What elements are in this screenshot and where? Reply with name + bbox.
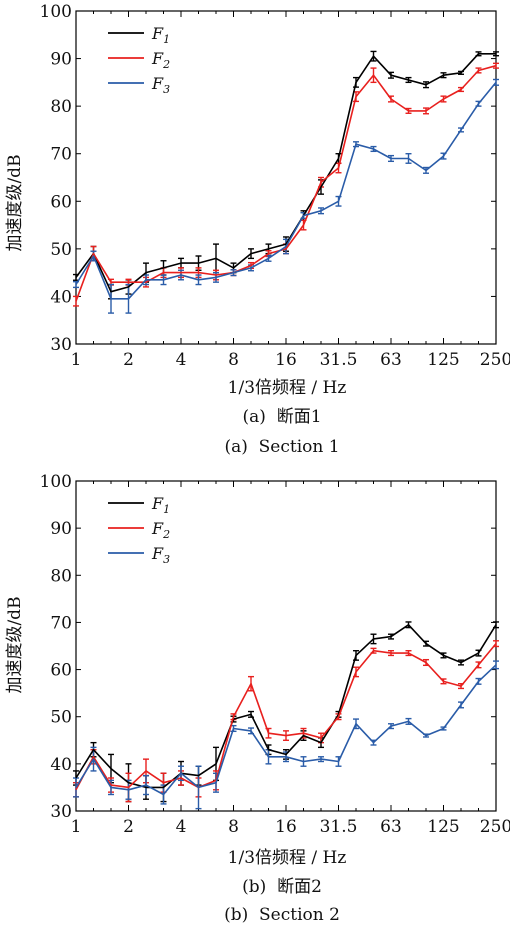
panel-a-legend-subscript-3: 3	[163, 83, 170, 96]
panel-b-y-tick-label: 30	[50, 802, 72, 822]
panel-b-series-2-error-bars	[73, 640, 499, 803]
panel-a-legend-subscript-2: 2	[162, 58, 170, 71]
panel-b-x-tick-label: 8	[228, 817, 239, 837]
panel-b-x-tick-label: 31.5	[320, 817, 358, 837]
panel-b-y-tick-label: 40	[50, 755, 72, 775]
panel-b-series-2-line	[75, 643, 497, 791]
panel-a-series-2-line	[75, 64, 497, 302]
panel-b-y-tick-label: 50	[50, 708, 72, 728]
panel-b-legend-subscript-1: 1	[163, 503, 170, 516]
panel-b-legend-label-1: F1	[151, 494, 170, 516]
panel-a-x-tick-label: 8	[228, 350, 239, 370]
panel-b-caption-chinese: (b) 断面2	[242, 877, 322, 897]
panel-a-y-tick-label: 70	[50, 145, 72, 165]
panel-b-caption-english: (b) Section 2	[224, 905, 340, 925]
panel-b-y-tick-label: 100	[40, 472, 72, 492]
panel-a-x-tick-label: 16	[275, 350, 297, 370]
panel-a-x-axis-label: 1/3倍频程 / Hz	[228, 378, 347, 398]
panel-b-legend-subscript-2: 2	[162, 528, 170, 541]
panel-b-series-3-line	[75, 664, 497, 796]
panel-a-series-1-error-bars	[73, 50, 499, 300]
panel-a-x-tick-label: 125	[427, 350, 459, 370]
panel-a-y-tick-label: 30	[50, 335, 72, 355]
panel-b-legend-name-1: F	[151, 494, 164, 513]
panel-b-x-tick-label: 2	[123, 817, 134, 837]
panel-a-series-2-error-bars	[73, 62, 499, 307]
panel-b-legend-label-2: F2	[151, 519, 170, 541]
panel-a-legend-name-3: F	[151, 74, 164, 93]
panel-a-x-tick-label: 31.5	[320, 350, 358, 370]
panel-b-series-1-line	[75, 623, 497, 789]
panel-a-x-tick-label: 4	[176, 350, 187, 370]
panel-a-x-tick-label: 63	[380, 350, 402, 370]
panel-b-y-tick-label: 60	[50, 661, 72, 681]
panel-b-x-axis-label: 1/3倍频程 / Hz	[228, 848, 347, 868]
panel-b-legend-name-2: F	[151, 519, 164, 538]
panel-a-y-tick-label: 100	[40, 2, 72, 22]
panel-b-x-tick-label: 16	[275, 817, 297, 837]
panel-a-legend-name-2: F	[151, 49, 164, 68]
panel-a-y-axis-label: 加速度级/dB	[5, 154, 25, 251]
panel-a-x-tick-label: 250	[480, 350, 510, 370]
panel-a-y-tick-label: 40	[50, 287, 72, 307]
panel-a-y-tick-label: 50	[50, 240, 72, 260]
panel-b-legend-subscript-3: 3	[163, 553, 170, 566]
panel-a-legend-label-1: F1	[151, 24, 170, 46]
panel-a-plot-frame	[75, 10, 497, 345]
panel-b-x-tick-label: 250	[480, 817, 510, 837]
panel-b-legend-name-3: F	[151, 544, 164, 563]
panel-b-x-tick-label: 1	[71, 817, 82, 837]
panel-a-legend-name-1: F	[151, 24, 164, 43]
panel-b-legend-label-3: F3	[151, 544, 170, 566]
panel-b-x-tick-label: 125	[427, 817, 459, 837]
panel-b-x-tick-label: 63	[380, 817, 402, 837]
panel-a-x-tick-label: 2	[123, 350, 134, 370]
panel-a-series-1-line	[75, 52, 496, 293]
panel-a-y-tick-label: 60	[50, 192, 72, 212]
panel-a-caption-chinese: (a) 断面1	[242, 407, 321, 427]
panel-a-x-tick-label: 1	[71, 350, 82, 370]
panel-b-y-tick-label: 80	[50, 566, 72, 586]
panel-a-legend-subscript-1: 1	[163, 33, 170, 46]
panel-a-y-tick-label: 80	[50, 97, 72, 117]
panel-a-series-3-line	[75, 81, 497, 300]
panel-a-legend-label-2: F2	[151, 49, 170, 71]
panel-b-y-tick-label: 70	[50, 613, 72, 633]
panel-a-y-tick-label: 90	[50, 50, 72, 70]
panel-a-legend-label-3: F3	[151, 74, 170, 96]
panel-a-caption-english: (a) Section 1	[224, 437, 339, 457]
panel-b-y-axis-label: 加速度级/dB	[5, 596, 25, 693]
panel-a-series-3-error-bars	[73, 78, 499, 314]
panel-b-x-tick-label: 4	[176, 817, 187, 837]
panel-b-y-tick-label: 90	[50, 519, 72, 539]
